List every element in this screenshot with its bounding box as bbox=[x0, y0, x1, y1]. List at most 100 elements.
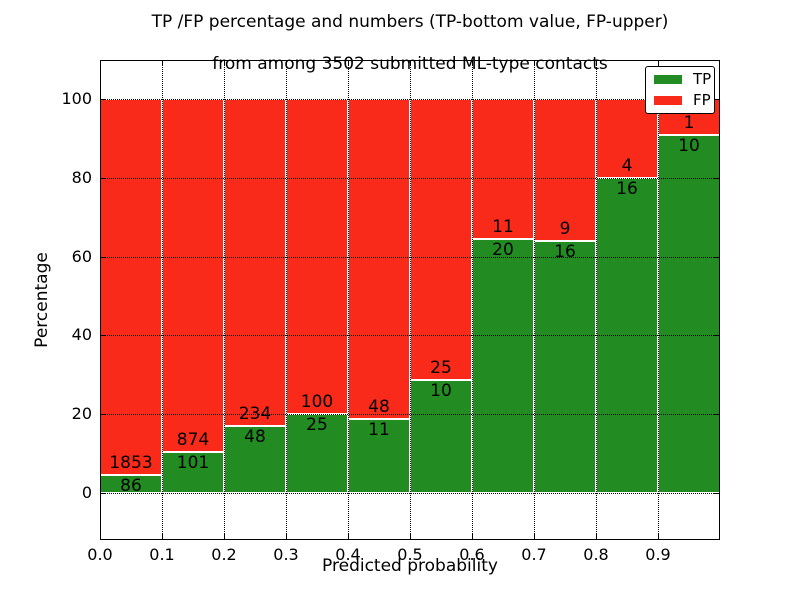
fp-count-label-bin0: 1853 bbox=[109, 453, 153, 474]
x-tick-mark-top-0.6 bbox=[472, 60, 473, 66]
bar-segment-fp-bin2 bbox=[224, 99, 286, 426]
x-tick-mark-bottom-0.7 bbox=[534, 534, 535, 540]
tp-count-label-bin6: 20 bbox=[492, 239, 514, 260]
x-tick-label-0.8: 0.8 bbox=[583, 545, 609, 564]
x-tick-label-0.6: 0.6 bbox=[459, 545, 485, 564]
fp-count-label-bin2: 234 bbox=[238, 403, 272, 424]
v-gridline-0.6 bbox=[472, 60, 473, 540]
y-tick-mark-right-0 bbox=[714, 492, 720, 494]
x-tick-mark-top-0.3 bbox=[286, 60, 287, 66]
y-tick-mark-left-40 bbox=[100, 335, 106, 337]
fp-count-label-bin4: 48 bbox=[368, 397, 390, 418]
x-tick-mark-bottom-0.2 bbox=[224, 534, 225, 540]
fp-color-swatch bbox=[654, 95, 682, 105]
y-tick-mark-right-80 bbox=[714, 178, 720, 180]
y-tick-mark-right-40 bbox=[714, 335, 720, 337]
x-tick-mark-top-0.1 bbox=[162, 60, 163, 66]
v-gridline-0.1 bbox=[162, 60, 163, 540]
legend-item-tp: TP bbox=[654, 72, 714, 87]
y-tick-mark-right-100 bbox=[714, 99, 720, 101]
x-tick-mark-bottom-0.0 bbox=[100, 534, 101, 540]
x-tick-mark-top-0.7 bbox=[534, 60, 535, 66]
fp-count-label-bin8: 4 bbox=[621, 156, 633, 177]
x-tick-mark-bottom-0.9 bbox=[658, 534, 659, 540]
x-tick-mark-bottom-0.8 bbox=[596, 534, 597, 540]
legend: TP FP bbox=[645, 66, 715, 114]
y-tick-label-0: 0 bbox=[81, 482, 92, 502]
tp-color-swatch bbox=[654, 75, 682, 85]
x-tick-mark-top-0.0 bbox=[100, 60, 101, 66]
fp-count-label-bin7: 9 bbox=[559, 218, 571, 239]
x-tick-label-0.4: 0.4 bbox=[335, 545, 361, 564]
legend-label-tp: TP bbox=[693, 70, 712, 89]
x-tick-label-0.2: 0.2 bbox=[211, 545, 237, 564]
bar-segment-fp-bin5 bbox=[410, 99, 472, 381]
v-gridline-0.3 bbox=[286, 60, 287, 540]
x-tick-mark-bottom-0.3 bbox=[286, 534, 287, 540]
v-gridline-0.4 bbox=[348, 60, 349, 540]
tp-count-label-bin9: 10 bbox=[678, 136, 700, 157]
tp-count-label-bin2: 48 bbox=[244, 426, 266, 447]
x-tick-mark-top-0.5 bbox=[410, 60, 411, 66]
chart-title-line1: TP /FP percentage and numbers (TP-bottom… bbox=[151, 12, 669, 32]
v-gridline-0.9 bbox=[658, 60, 659, 540]
fp-count-label-bin6: 11 bbox=[492, 216, 514, 237]
x-tick-label-0.3: 0.3 bbox=[273, 545, 299, 564]
chart-title: TP /FP percentage and numbers (TP-bottom… bbox=[0, 12, 800, 75]
x-tick-mark-bottom-0.4 bbox=[348, 534, 349, 540]
tp-count-label-bin4: 11 bbox=[368, 420, 390, 441]
fp-count-label-bin3: 100 bbox=[300, 392, 334, 413]
bar-segment-tp-bin9 bbox=[658, 135, 720, 493]
bar-segment-tp-bin5 bbox=[410, 380, 472, 493]
tp-count-label-bin8: 16 bbox=[616, 179, 638, 200]
bar-segment-tp-bin6 bbox=[472, 238, 534, 493]
v-gridline-0.2 bbox=[224, 60, 225, 540]
y-tick-label-40: 40 bbox=[71, 325, 92, 345]
bar-segment-fp-bin7 bbox=[534, 99, 596, 241]
x-tick-label-0.0: 0.0 bbox=[87, 545, 113, 564]
y-tick-mark-right-60 bbox=[714, 256, 720, 258]
y-tick-label-100: 100 bbox=[61, 89, 92, 109]
bar-segment-tp-bin7 bbox=[534, 240, 596, 493]
x-tick-mark-bottom-0.5 bbox=[410, 534, 411, 540]
fp-count-label-bin9: 1 bbox=[683, 113, 695, 134]
y-tick-label-60: 60 bbox=[71, 246, 92, 266]
v-gridline-0.8 bbox=[596, 60, 597, 540]
x-tick-mark-bottom-0.1 bbox=[162, 534, 163, 540]
x-tick-mark-top-0.8 bbox=[596, 60, 597, 66]
x-tick-mark-bottom-0.6 bbox=[472, 534, 473, 540]
y-tick-label-20: 20 bbox=[71, 404, 92, 424]
legend-item-fp: FP bbox=[654, 90, 714, 109]
bar-segment-fp-bin0 bbox=[100, 99, 162, 476]
tp-count-label-bin0: 86 bbox=[120, 476, 142, 497]
legend-label-fp: FP bbox=[693, 90, 711, 109]
v-gridline-0.5 bbox=[410, 60, 411, 540]
x-axis-label: Predicted probability bbox=[322, 556, 498, 576]
y-tick-mark-left-100 bbox=[100, 99, 106, 101]
y-tick-mark-left-0 bbox=[100, 492, 106, 494]
bar-segment-tp-bin4 bbox=[348, 419, 410, 493]
tp-count-label-bin7: 16 bbox=[554, 241, 576, 262]
chart-title-line2: from among 3502 submitted ML-type contac… bbox=[212, 54, 608, 74]
x-tick-mark-top-0.9 bbox=[658, 60, 659, 66]
y-tick-mark-left-20 bbox=[100, 414, 106, 416]
x-tick-label-0.1: 0.1 bbox=[149, 545, 175, 564]
y-tick-mark-left-60 bbox=[100, 256, 106, 258]
x-tick-label-0.7: 0.7 bbox=[521, 545, 547, 564]
x-tick-mark-top-0.4 bbox=[348, 60, 349, 66]
v-gridline-0.7 bbox=[534, 60, 535, 540]
tp-count-label-bin5: 10 bbox=[430, 381, 452, 402]
bar-segment-fp-bin1 bbox=[162, 99, 224, 453]
fp-count-label-bin5: 25 bbox=[430, 358, 452, 379]
fp-count-label-bin1: 874 bbox=[176, 430, 210, 451]
y-tick-label-80: 80 bbox=[71, 168, 92, 188]
tp-count-label-bin1: 101 bbox=[176, 453, 210, 474]
y-tick-mark-right-20 bbox=[714, 414, 720, 416]
bar-segment-fp-bin4 bbox=[348, 99, 410, 420]
x-tick-mark-top-0.2 bbox=[224, 60, 225, 66]
y-tick-mark-left-80 bbox=[100, 178, 106, 180]
x-tick-label-0.5: 0.5 bbox=[397, 545, 423, 564]
x-tick-label-0.9: 0.9 bbox=[645, 545, 671, 564]
tp-count-label-bin3: 25 bbox=[306, 415, 328, 436]
